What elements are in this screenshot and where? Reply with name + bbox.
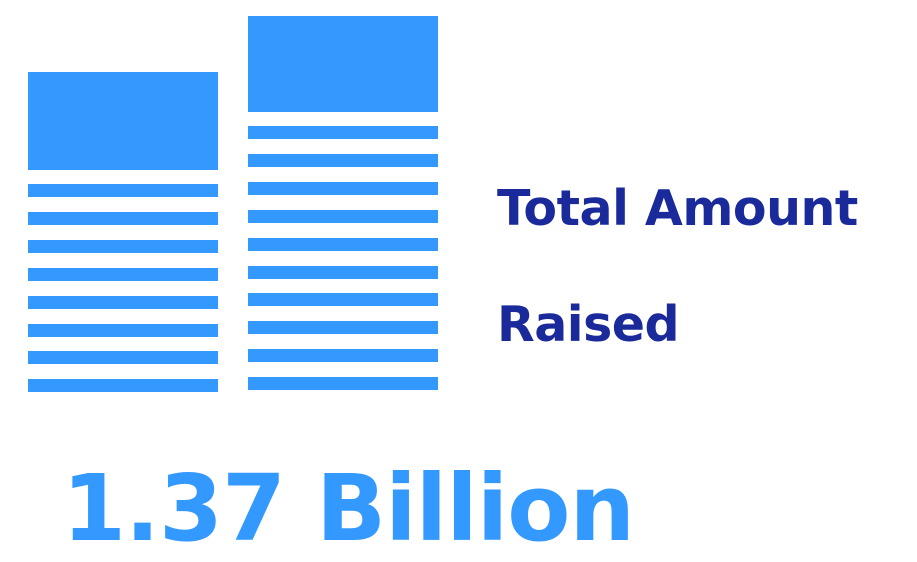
document-line [248,377,438,390]
document-line [28,184,218,197]
document-line [248,182,438,195]
stat-value: 1.37 Billion [62,455,635,562]
document-line [248,321,438,334]
document-line [248,210,438,223]
document-right-icon [248,16,438,392]
document-line [28,240,218,253]
document-left-icon [28,72,218,392]
document-line [28,268,218,281]
document-line [28,379,218,392]
document-line [28,212,218,225]
document-line [248,126,438,139]
document-line [248,154,438,167]
stat-label-line-2: Raised [497,296,680,353]
document-line [248,238,438,251]
document-line [28,296,218,309]
stat-label-line-1: Total Amount [497,180,858,237]
document-line [248,349,438,362]
document-right-header-block [248,16,438,112]
stat-label: Total Amount Raised [497,122,912,412]
document-line [248,266,438,279]
document-left-header-block [28,72,218,170]
document-line [28,324,218,337]
document-line [248,293,438,306]
document-line [28,351,218,364]
